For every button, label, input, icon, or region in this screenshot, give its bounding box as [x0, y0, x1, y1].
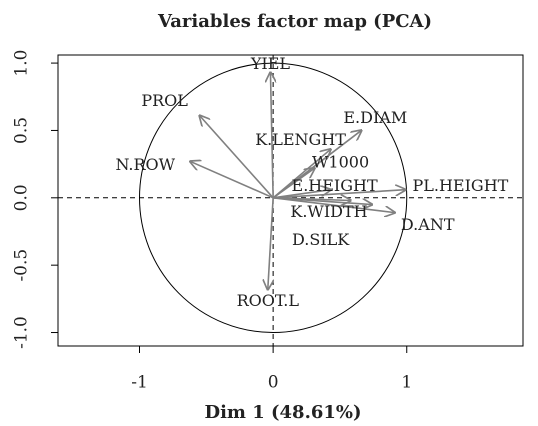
variable-label: ROOT.L: [237, 291, 300, 310]
variable-arrow: [273, 190, 405, 199]
variable-label: PL.HEIGHT: [412, 176, 508, 195]
variable-label: YIEL: [250, 54, 291, 73]
variable-arrow: [273, 197, 395, 213]
variable-arrow: [272, 168, 314, 199]
y-tick-label: 0.5: [12, 117, 32, 144]
variable-arrow: [273, 198, 351, 201]
y-tick-label: -1.0: [12, 316, 32, 349]
x-tick-label: 1: [401, 373, 412, 393]
variable-arrow: [270, 73, 273, 198]
variable-arrow: [200, 116, 274, 199]
y-tick-label: 0.0: [12, 184, 32, 211]
variable-label: D.ANT: [401, 215, 455, 234]
x-tick-label: -1: [131, 373, 148, 393]
chart-title: Variables factor map (PCA): [157, 11, 432, 32]
variable-label: K.WIDTH: [290, 202, 367, 221]
y-tick-label: -0.5: [12, 249, 32, 282]
x-axis-label: Dim 1 (48.61%): [204, 402, 361, 423]
plot-frame: [57, 54, 524, 347]
variable-label: PROL: [141, 91, 188, 110]
variable-label: K.LENGHT: [255, 130, 346, 149]
variable-arrow: [268, 197, 273, 290]
y-tick-label: 1.0: [12, 50, 32, 77]
variable-label: N.ROW: [115, 155, 175, 174]
variable-arrow: [272, 149, 330, 199]
variable-label: E.DIAM: [343, 108, 407, 127]
variable-label: D.SILK: [292, 230, 350, 249]
variable-label: E.HEIGHT: [292, 176, 378, 195]
variable-label: W1000: [312, 153, 369, 172]
x-tick-label: 0: [268, 373, 279, 393]
variable-arrow: [190, 161, 274, 199]
